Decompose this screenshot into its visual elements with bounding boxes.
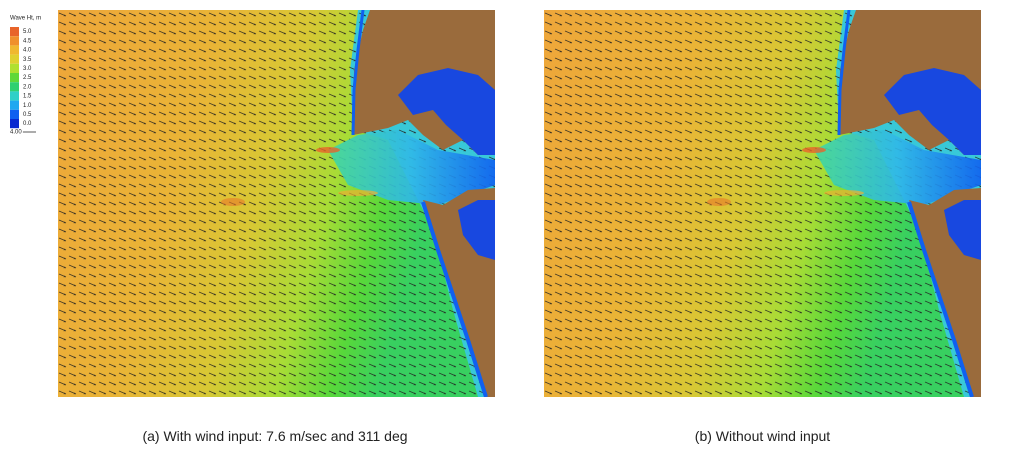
legend-swatch xyxy=(10,36,19,46)
legend-swatch xyxy=(10,91,19,101)
caption: (a) With wind input: 7.6 m/sec and 311 d… xyxy=(142,428,408,444)
legend-label: 0.0 xyxy=(23,121,32,127)
wave-map-a xyxy=(58,10,495,397)
legend-swatch xyxy=(10,27,19,37)
legend-swatch xyxy=(10,109,19,119)
legend-swatch xyxy=(10,119,19,129)
legend-swatch xyxy=(10,100,19,110)
figure: Wave Ht, m 4.00 5.0 4.5 4.0 3.5 3.0 2.5 2.0 1.5… xyxy=(9,10,981,397)
legend-arrow-label: 4.00 xyxy=(10,130,22,136)
caption: (b) Without wind input xyxy=(694,428,831,444)
legend-swatch xyxy=(10,63,19,73)
legend-label: 1.5 xyxy=(23,94,32,100)
legend: Wave Ht, m 4.00 5.0 4.5 4.0 3.5 3.0 2.5 2.0 1.5… xyxy=(9,16,42,138)
legend-label: 5.0 xyxy=(23,29,32,35)
legend-label: 0.5 xyxy=(23,112,32,118)
legend-swatch xyxy=(10,82,19,92)
legend-label: 2.0 xyxy=(23,84,32,90)
legend-label: 2.5 xyxy=(23,75,32,81)
wave-map-b xyxy=(544,10,981,397)
legend-title: Wave Ht, m xyxy=(10,16,41,22)
legend-label: 4.5 xyxy=(23,38,32,44)
legend-label: 1.0 xyxy=(23,103,32,109)
legend-swatch xyxy=(10,45,19,55)
legend-label: 4.0 xyxy=(23,48,32,54)
legend-swatch xyxy=(10,73,19,83)
legend-label: 3.0 xyxy=(23,66,32,72)
legend-label: 3.5 xyxy=(23,57,32,63)
legend-swatch xyxy=(10,54,19,64)
